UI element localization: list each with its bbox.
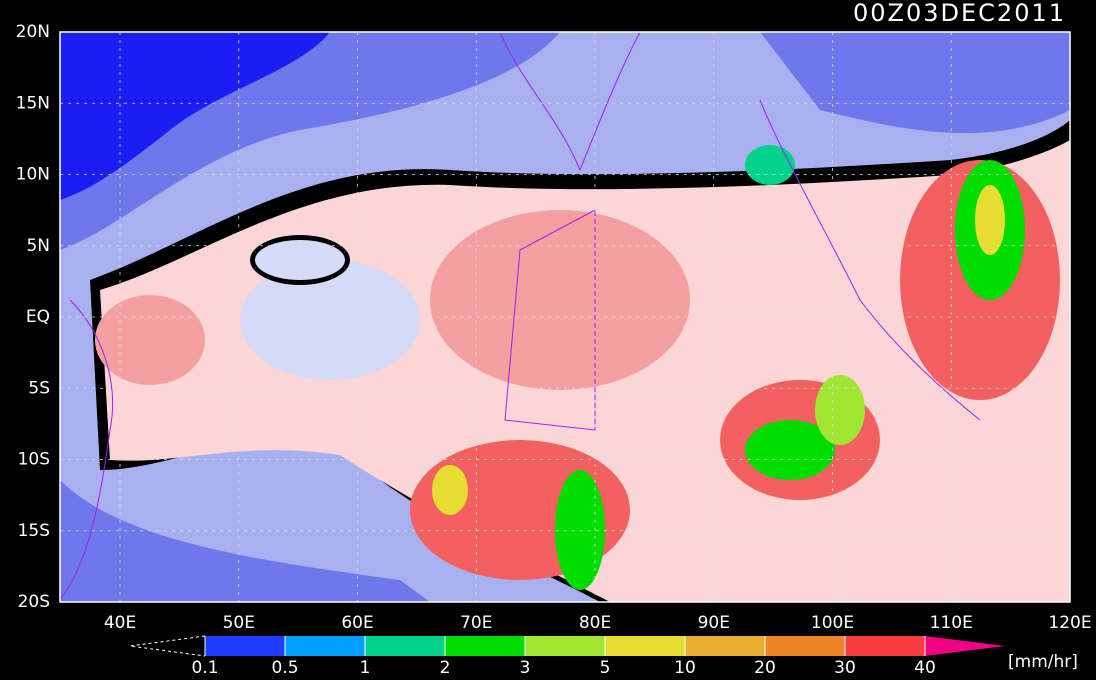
lon-label: 80E	[579, 613, 611, 633]
map-title: 00Z03DEC2011	[853, 0, 1066, 27]
field-rain	[975, 185, 1005, 255]
colorbar-segment	[845, 636, 925, 656]
lat-label: 5S	[28, 378, 50, 398]
colorbar-label: 20	[754, 658, 776, 678]
field-dry	[760, 32, 1070, 134]
coastline	[759, 99, 981, 421]
colorbar-segment	[445, 636, 525, 656]
lon-label: 90E	[698, 613, 730, 633]
colorbar-segment	[285, 636, 365, 656]
field-moderate	[95, 295, 205, 385]
colorbar-segment	[765, 636, 845, 656]
lat-label: 15S	[18, 521, 50, 541]
colorbar-label: 1	[360, 658, 371, 678]
lon-label: 100E	[811, 613, 854, 633]
lon-label: 70E	[460, 613, 492, 633]
lat-label: 15N	[16, 93, 50, 113]
colorbar-label: 10	[674, 658, 696, 678]
graticule	[60, 32, 1070, 602]
colorbar-over	[925, 636, 1005, 656]
lon-label: 50E	[223, 613, 255, 633]
field-rain	[745, 420, 835, 480]
field-rain	[555, 470, 605, 590]
coastline	[504, 209, 596, 431]
field-dry	[240, 260, 420, 380]
colorbar-label: 0.5	[271, 658, 298, 678]
field-dry	[60, 32, 330, 200]
field-rain	[745, 145, 795, 185]
colorbar-label: 0.1	[191, 658, 218, 678]
lat-label: EQ	[26, 307, 50, 327]
lon-label: 40E	[104, 613, 136, 633]
field-dry	[255, 240, 345, 280]
lat-label: 20N	[16, 22, 50, 42]
colorbar-under	[129, 635, 206, 657]
lon-label: 110E	[930, 613, 973, 633]
field-rain	[432, 465, 468, 515]
colorbar-label: 5	[600, 658, 611, 678]
colorbar-segment	[205, 636, 285, 656]
coastline	[60, 299, 114, 601]
field-moderate	[430, 210, 690, 390]
lon-label: 60E	[341, 613, 373, 633]
lat-label: 20S	[18, 592, 50, 612]
colorbar-segment	[365, 636, 445, 656]
colorbar-segment	[605, 636, 685, 656]
lat-label: 10N	[16, 165, 50, 185]
lon-label: 120E	[1048, 613, 1091, 633]
field-dry	[60, 480, 430, 602]
lat-label: 10S	[18, 450, 50, 470]
colorbar-label: 30	[834, 658, 856, 678]
colorbar-segment	[525, 636, 605, 656]
colorbar-label: 2	[440, 658, 451, 678]
colorbar-segment	[685, 636, 765, 656]
colorbar-unit: [mm/hr]	[1008, 652, 1078, 672]
lat-label: 5N	[26, 236, 50, 256]
field-rain	[815, 375, 865, 445]
colorbar-label: 40	[914, 658, 936, 678]
map-frame	[59, 31, 1071, 603]
coastline	[499, 32, 641, 172]
colorbar-label: 3	[520, 658, 531, 678]
